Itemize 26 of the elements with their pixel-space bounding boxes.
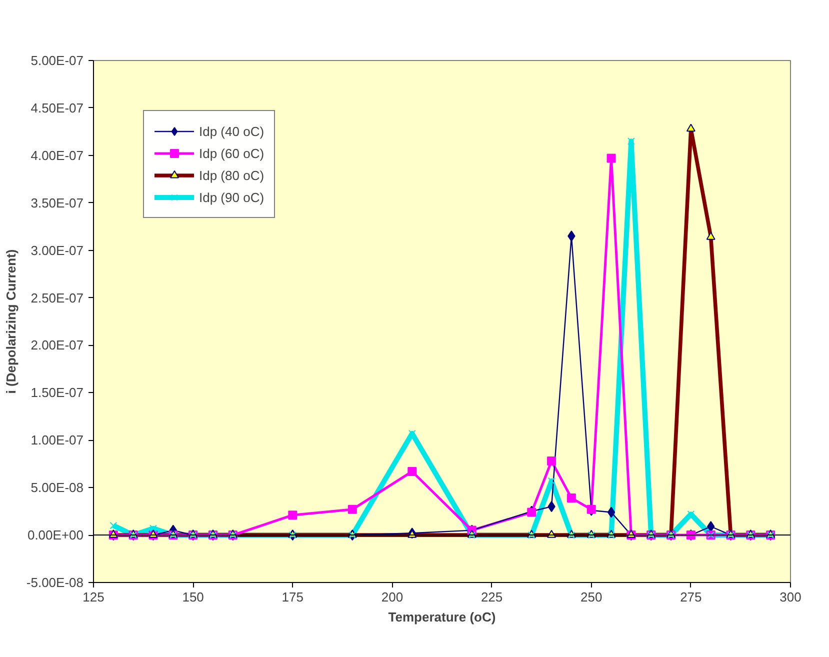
- legend-label: Idp (80 oC): [199, 168, 264, 182]
- y-tick-label: 0.00E+00: [27, 528, 84, 543]
- y-axis-title: i (Depolarizing Current): [3, 249, 18, 394]
- y-tick-label: 2.00E-07: [30, 338, 84, 353]
- y-tick-label: 4.50E-07: [30, 100, 84, 116]
- legend-label: Idp (60 oC): [199, 146, 264, 160]
- x-tick-label: 250: [580, 590, 602, 604]
- y-tick-label: 5.00E-07: [30, 53, 84, 68]
- legend-label: Idp (90 oC): [199, 190, 264, 204]
- y-tick-label: 2.50E-07: [30, 290, 84, 306]
- y-tick-label: 5.00E-08: [30, 480, 84, 496]
- x-tick-label: 150: [182, 590, 204, 604]
- y-tick-label: 1.00E-07: [30, 432, 84, 448]
- x-tick-label: 125: [82, 590, 104, 604]
- x-tick-label: 200: [381, 590, 404, 604]
- x-axis-title: Temperature (oC): [388, 610, 496, 624]
- legend-label: Idp (40 oC): [199, 124, 264, 138]
- x-tick-label: 175: [282, 590, 304, 604]
- x-tick-label: 225: [480, 590, 503, 604]
- x-tick-label: 275: [680, 590, 702, 604]
- y-tick-label: 3.50E-07: [30, 195, 84, 210]
- y-tick-label: 3.00E-07: [30, 242, 84, 258]
- y-tick-label: 1.50E-07: [30, 385, 84, 400]
- y-tick-label: -5.00E-08: [26, 575, 84, 590]
- x-tick-label: 300: [780, 590, 802, 604]
- y-tick-label: 4.00E-07: [30, 148, 84, 163]
